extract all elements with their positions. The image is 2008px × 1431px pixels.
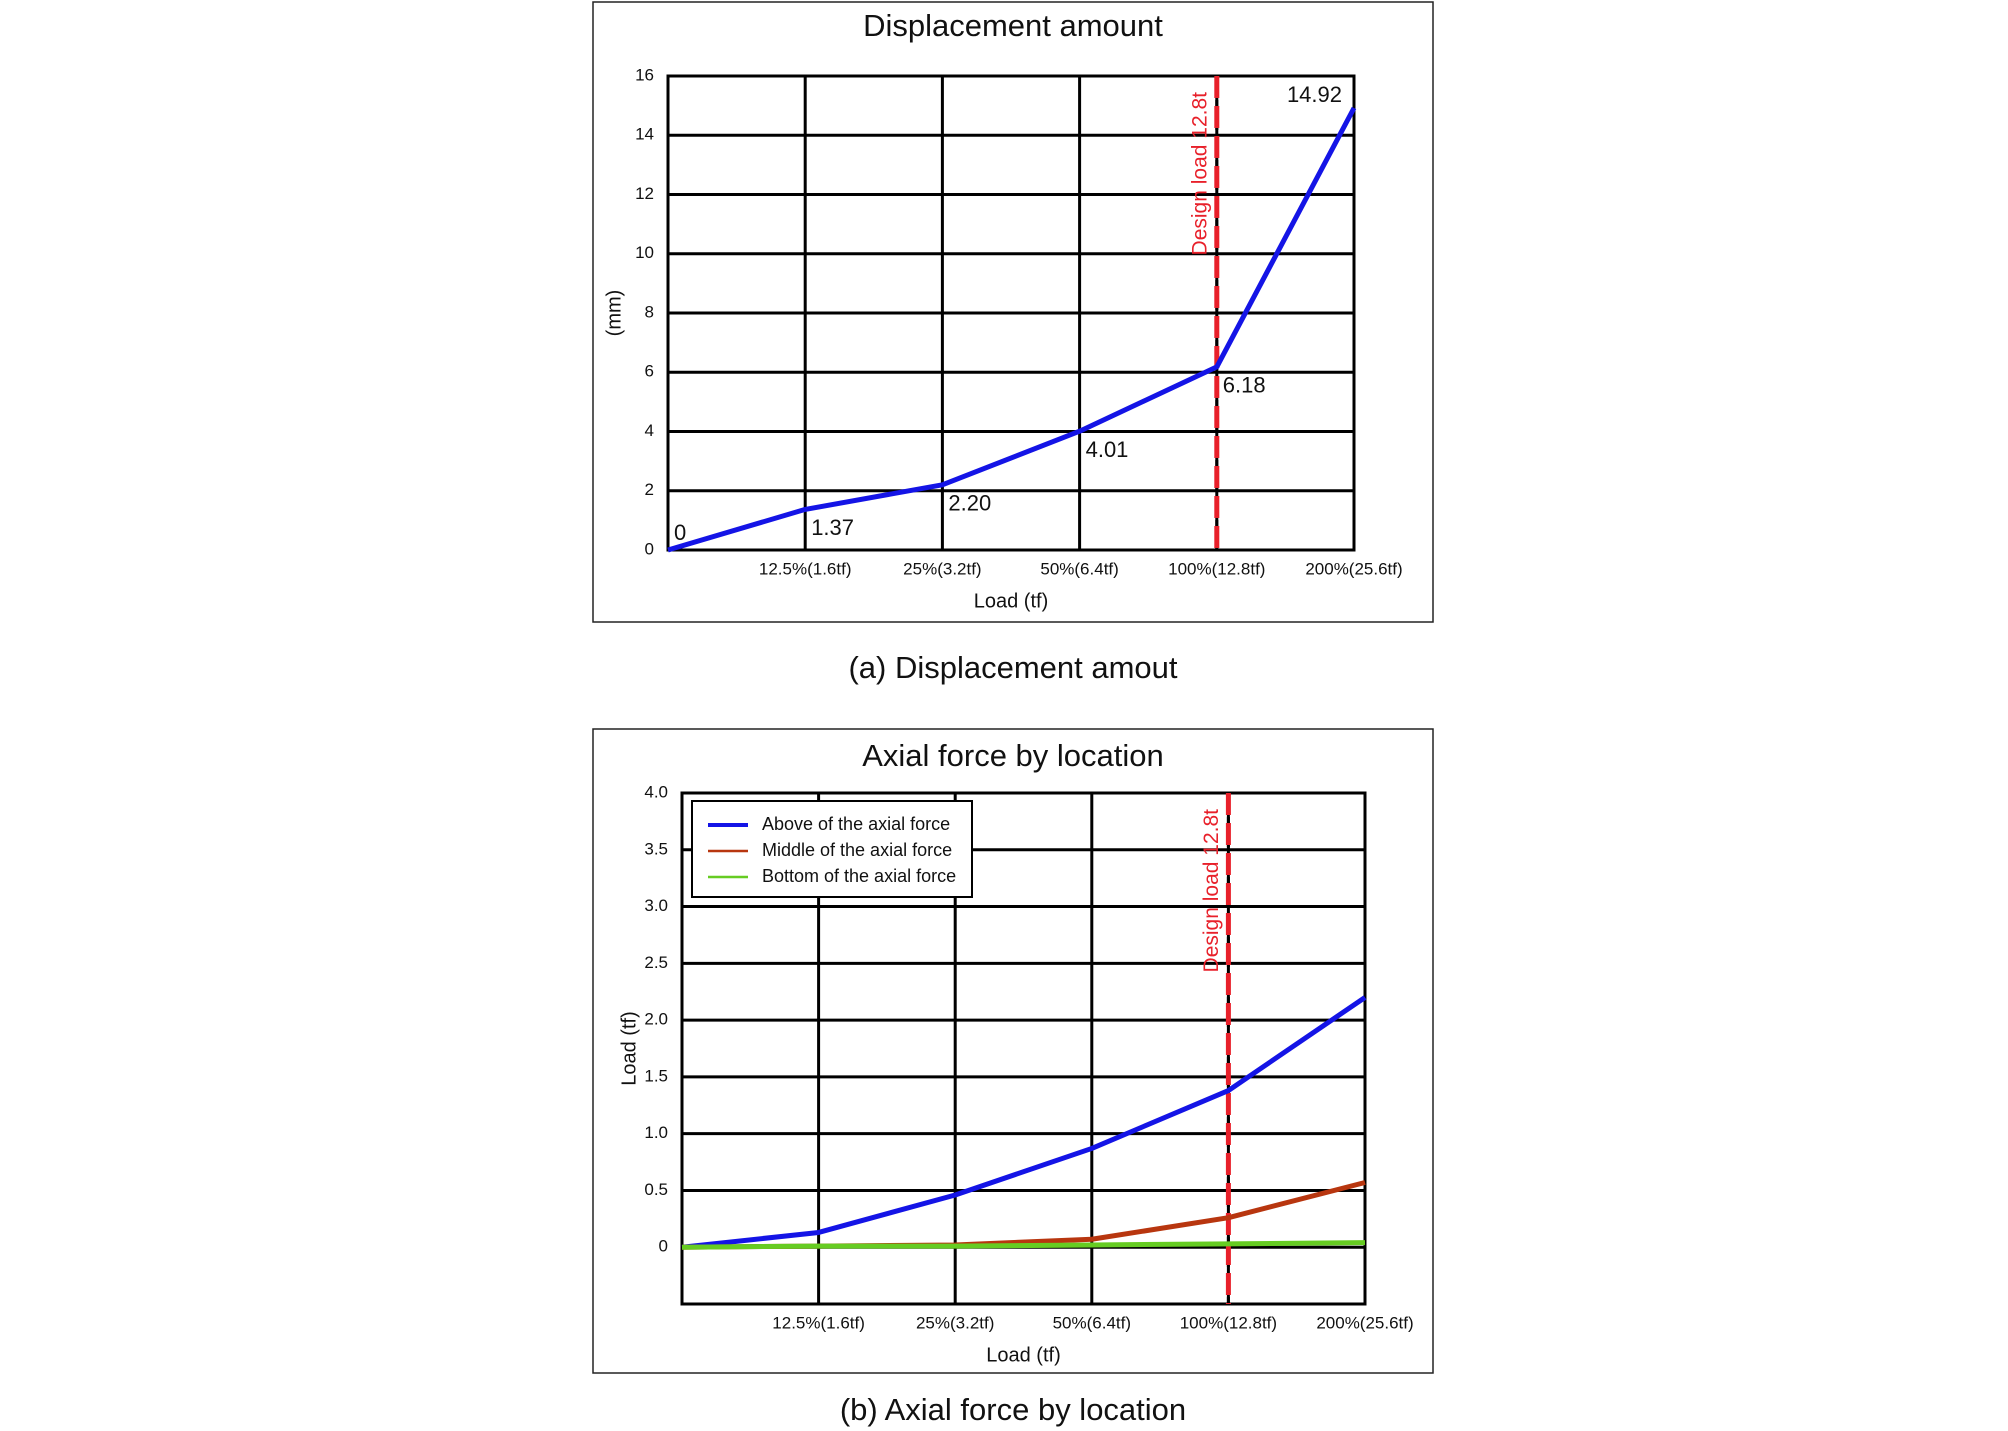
caption: (a) Displacement amout [848, 650, 1177, 685]
x-tick-label: 25%(3.2tf) [903, 559, 981, 578]
x-tick-label: 100%(12.8tf) [1180, 1313, 1277, 1332]
x-axis-label: Load (tf) [974, 590, 1048, 612]
data-line [681, 995, 1367, 1250]
legend-box [691, 800, 973, 898]
y-axis-label: (mm) [603, 290, 625, 337]
y-tick-label: 6 [645, 362, 654, 381]
y-tick-label: 0 [659, 1237, 668, 1256]
y-tick-label: 0 [645, 539, 654, 558]
y-tick-label: 3.0 [644, 896, 668, 915]
y-tick-label: 12 [635, 184, 654, 203]
y-axis-label: Load (tf) [618, 1011, 640, 1085]
y-tick-label: 0.5 [644, 1180, 668, 1199]
y-tick-label: 2.5 [644, 953, 668, 972]
y-tick-label: 2 [645, 480, 654, 499]
y-tick-label: 3.5 [644, 839, 668, 858]
x-tick-label: 100%(12.8tf) [1168, 559, 1265, 578]
legend-label: Middle of the axial force [762, 840, 952, 860]
y-tick-label: 4 [645, 421, 654, 440]
y-tick-label: 1.0 [644, 1123, 668, 1142]
legend-label: Above of the axial force [762, 814, 950, 834]
chart-frame [592, 728, 1434, 1374]
annotation: Design load 12.8t [1188, 92, 1211, 256]
data-label: 2.20 [948, 491, 991, 516]
data-label: 6.18 [1223, 373, 1266, 398]
chart-title: Displacement amount [863, 8, 1163, 43]
y-tick-label: 2.0 [644, 1010, 668, 1029]
data-label: 0 [674, 520, 686, 545]
y-tick-label: 1.5 [644, 1066, 668, 1085]
x-tick-label: 50%(6.4tf) [1053, 1313, 1131, 1332]
x-tick-label: 200%(25.6tf) [1305, 559, 1402, 578]
x-axis-label: Load (tf) [986, 1344, 1060, 1366]
y-tick-label: 10 [635, 243, 654, 262]
y-tick-label: 4.0 [644, 782, 668, 801]
y-tick-label: 8 [645, 302, 654, 321]
chart-title: Axial force by location [862, 738, 1164, 773]
plot-border [680, 791, 1367, 1306]
data-label: 4.01 [1086, 437, 1129, 462]
x-tick-label: 12.5%(1.6tf) [772, 1313, 865, 1332]
plot-border [666, 74, 1356, 552]
legend: Above of the axial force Middle of the ax… [691, 800, 973, 898]
x-tick-label: 200%(25.6tf) [1316, 1313, 1413, 1332]
annotation: Design load 12.8t [1200, 809, 1223, 973]
data-line [667, 106, 1357, 553]
y-tick-label: 16 [635, 65, 654, 84]
x-tick-label: 25%(3.2tf) [916, 1313, 994, 1332]
x-tick-label: 50%(6.4tf) [1040, 559, 1118, 578]
legend-label: Bottom of the axial force [762, 866, 956, 886]
caption: (b) Axial force by location [840, 1392, 1186, 1427]
data-label: 1.37 [811, 515, 854, 540]
y-tick-label: 14 [635, 125, 654, 144]
data-label: 14.92 [1287, 82, 1342, 107]
x-tick-label: 12.5%(1.6tf) [759, 559, 852, 578]
chart-frame [592, 1, 1434, 623]
data-line [681, 1240, 1366, 1250]
